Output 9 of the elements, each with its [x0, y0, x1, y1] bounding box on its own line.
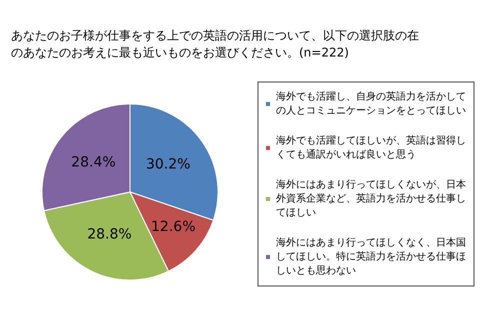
- legend-label: 海外でも活躍してほしいが、英語は習得しくても通訳がいれば良いと思う: [276, 134, 466, 160]
- data-label: 12.6%: [151, 219, 196, 236]
- legend-label: 海外にはあまり行ってほしくないが、日本外資系企業など、英語力を活かせる仕事してほしい: [276, 178, 466, 218]
- legend-label: 海外でも活躍し、自身の英語力を活かしての人とコミュニケーションをとってほしい: [276, 90, 466, 116]
- chart-title: あなたのお子様が仕事をする上での英語の活用について、以下の選択肢の在のあなたのお考えに最も近いものをお選びください。(n=222): [11, 28, 419, 60]
- legend-label: 海外にはあまり行ってほしくなく、日本国してほしい。特に英語力を活かせる仕事ほしいとも思わない: [276, 236, 466, 276]
- data-label: 28.8%: [87, 226, 132, 242]
- data-label: 30.2%: [146, 156, 190, 173]
- data-label: 28.4%: [71, 154, 116, 170]
